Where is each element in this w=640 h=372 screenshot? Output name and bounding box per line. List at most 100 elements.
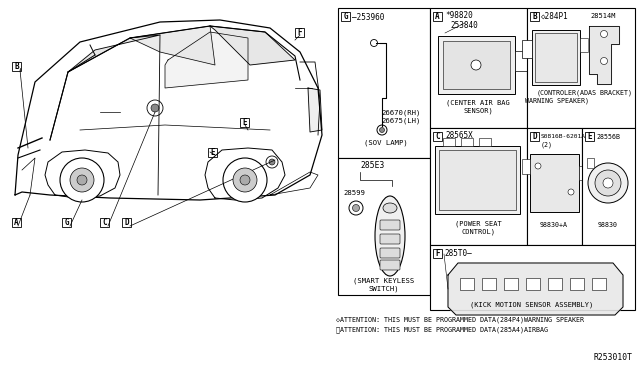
Bar	[592, 278, 606, 290]
Bar	[527, 128, 582, 245]
Polygon shape	[165, 32, 248, 88]
Bar	[62, 218, 71, 227]
Bar	[582, 128, 635, 245]
Text: F: F	[435, 249, 440, 258]
Bar	[522, 40, 532, 58]
Bar	[295, 28, 304, 37]
Circle shape	[603, 178, 613, 188]
Text: 26675(LH): 26675(LH)	[381, 118, 420, 124]
Circle shape	[535, 163, 541, 169]
Text: G: G	[343, 12, 348, 21]
Bar	[433, 132, 442, 141]
Text: ―253960: ―253960	[352, 13, 385, 22]
Bar	[530, 12, 539, 21]
Circle shape	[380, 128, 385, 132]
Text: E: E	[242, 118, 247, 127]
Bar	[579, 166, 587, 180]
Text: 98830+A: 98830+A	[540, 222, 568, 228]
Circle shape	[588, 163, 628, 203]
Text: B: B	[14, 62, 19, 71]
Bar	[433, 249, 442, 258]
Bar	[585, 132, 594, 141]
Text: ◇284P1: ◇284P1	[541, 12, 569, 20]
Polygon shape	[130, 26, 215, 65]
Bar	[240, 118, 249, 127]
Text: D: D	[124, 218, 129, 227]
Ellipse shape	[383, 203, 397, 213]
Bar	[479, 138, 491, 146]
Ellipse shape	[375, 196, 405, 276]
Text: A: A	[14, 218, 19, 227]
Bar	[100, 218, 109, 227]
Polygon shape	[68, 35, 160, 72]
Text: 28556B: 28556B	[596, 134, 620, 140]
Bar	[443, 41, 510, 89]
Bar	[12, 218, 21, 227]
Bar	[527, 8, 635, 128]
Text: G: G	[64, 218, 69, 227]
Bar	[548, 278, 562, 290]
Bar	[515, 51, 527, 71]
Polygon shape	[210, 26, 295, 65]
Bar	[526, 278, 540, 290]
Bar	[438, 36, 515, 94]
Bar	[122, 218, 131, 227]
Bar	[443, 138, 455, 146]
Circle shape	[269, 159, 275, 165]
Text: ※ATTENTION: THIS MUST BE PROGRAMMED DATA(285A4)AIRBAG: ※ATTENTION: THIS MUST BE PROGRAMMED DATA…	[336, 327, 548, 333]
Text: CONTROL): CONTROL)	[461, 229, 495, 235]
Text: 28599: 28599	[343, 190, 365, 196]
Text: F: F	[297, 28, 302, 37]
Text: ◇ATTENTION: THIS MUST BE PROGRAMMED DATA(284P4)WARNING SPEAKER: ◇ATTENTION: THIS MUST BE PROGRAMMED DATA…	[336, 317, 584, 323]
Circle shape	[233, 168, 257, 192]
Text: *98820: *98820	[445, 12, 473, 20]
Bar	[12, 62, 21, 71]
Text: E: E	[587, 132, 592, 141]
Circle shape	[151, 104, 159, 112]
Bar	[460, 278, 474, 290]
FancyBboxPatch shape	[380, 248, 400, 258]
Bar	[439, 150, 516, 210]
Text: E: E	[210, 148, 215, 157]
Text: C: C	[102, 218, 107, 227]
Bar	[430, 128, 527, 245]
Bar	[522, 159, 530, 174]
Text: (ADAS BRACKET): (ADAS BRACKET)	[576, 90, 632, 96]
Bar	[208, 148, 217, 157]
Circle shape	[353, 205, 360, 212]
Bar	[587, 158, 594, 168]
Circle shape	[471, 60, 481, 70]
Text: SENSOR): SENSOR)	[463, 108, 493, 114]
Text: 253840: 253840	[450, 22, 477, 31]
Text: (POWER SEAT: (POWER SEAT	[454, 221, 501, 227]
Text: 98830: 98830	[598, 222, 618, 228]
Polygon shape	[589, 26, 619, 84]
Circle shape	[600, 58, 607, 64]
Text: R253010T: R253010T	[593, 353, 632, 362]
Circle shape	[223, 158, 267, 202]
Bar	[430, 245, 635, 310]
Circle shape	[595, 170, 621, 196]
Text: B: B	[532, 12, 537, 21]
Text: 285E3: 285E3	[360, 161, 385, 170]
Circle shape	[77, 175, 87, 185]
Circle shape	[377, 125, 387, 135]
Bar	[530, 154, 579, 212]
Text: 26670(RH): 26670(RH)	[381, 110, 420, 116]
Text: D: D	[532, 132, 537, 141]
Text: (KICK MOTION SENSOR ASSEMBLY): (KICK MOTION SENSOR ASSEMBLY)	[470, 302, 594, 308]
Circle shape	[147, 100, 163, 116]
Bar	[530, 132, 539, 141]
Bar	[338, 8, 430, 158]
Text: (CONTROLER: (CONTROLER	[537, 90, 577, 96]
Text: (CENTER AIR BAG: (CENTER AIR BAG	[446, 100, 510, 106]
Circle shape	[568, 189, 574, 195]
Bar	[430, 8, 527, 128]
Text: SWITCH): SWITCH)	[369, 286, 399, 292]
FancyBboxPatch shape	[380, 220, 400, 230]
Bar	[435, 146, 520, 214]
Circle shape	[371, 39, 378, 46]
Circle shape	[240, 175, 250, 185]
Text: S0816B-6201A: S0816B-6201A	[541, 135, 586, 140]
Circle shape	[600, 31, 607, 38]
